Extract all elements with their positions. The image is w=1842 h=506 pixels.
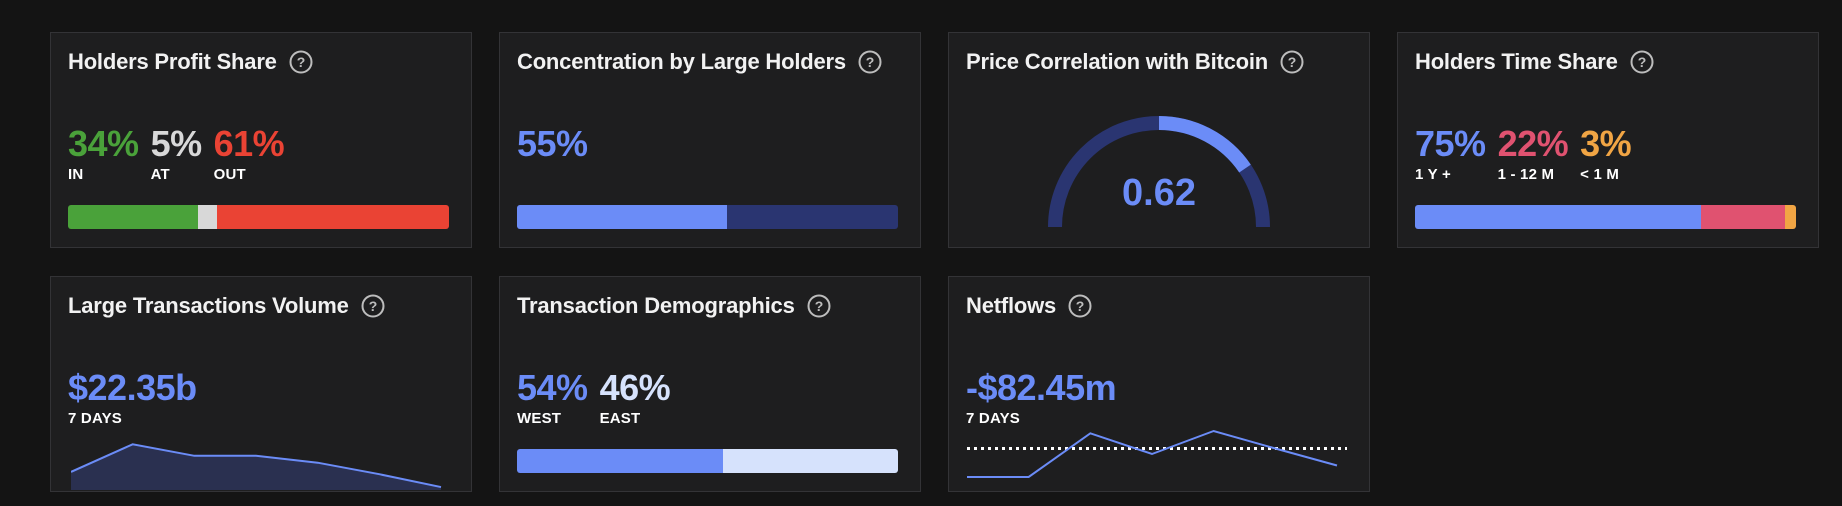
svg-text:?: ? [1637, 54, 1646, 70]
long-term-segment [1415, 205, 1701, 229]
in-value: 34% [68, 123, 139, 164]
in-segment [68, 205, 198, 229]
svg-text:?: ? [814, 298, 823, 314]
short-term-segment [1784, 205, 1796, 229]
holders-profit-share-card: Holders Profit Share ? 34% IN 5% AT 61% … [50, 32, 472, 248]
help-icon[interactable]: ? [361, 294, 385, 318]
volume-sparkline [71, 443, 442, 490]
short-term-metric: 3% < 1 M [1580, 123, 1632, 183]
east-segment [722, 449, 898, 473]
help-icon[interactable]: ? [858, 50, 882, 74]
correlation-value: 0.62 [1122, 172, 1196, 214]
time-share-bar [1415, 205, 1796, 229]
price-correlation-card: Price Correlation with Bitcoin ? 0.62 [948, 32, 1370, 248]
sparkline-line [967, 429, 1338, 478]
short-term-value: 3% [1580, 123, 1632, 164]
sparkline-area [71, 444, 441, 490]
card-title: Holders Profit Share [68, 49, 277, 74]
netflows-sparkline [967, 429, 1347, 478]
in-label: IN [68, 166, 84, 183]
east-value: 46% [599, 367, 671, 408]
mid-term-label: 1 - 12 M [1497, 166, 1555, 183]
out-segment [216, 205, 449, 229]
at-value: 5% [150, 123, 203, 164]
holders-time-share-card: Holders Time Share ? 75% 1 Y + 22% 1 - 1… [1397, 32, 1819, 248]
west-value: 54% [517, 367, 588, 408]
long-term-label: 1 Y + [1415, 166, 1451, 183]
card-title: Holders Time Share [1415, 49, 1618, 74]
card-title: Transaction Demographics [517, 293, 795, 318]
short-term-label: < 1 M [1580, 166, 1620, 183]
concentration-fill [517, 205, 727, 229]
west-label: WEST [517, 410, 562, 427]
svg-text:?: ? [1076, 298, 1085, 314]
help-icon[interactable]: ? [1630, 50, 1654, 74]
correlation-gauge: 0.62 [1048, 116, 1270, 228]
netflows-value: -$82.45m [966, 367, 1117, 408]
help-icon[interactable]: ? [807, 294, 831, 318]
mid-term-metric: 22% 1 - 12 M [1498, 123, 1569, 183]
volume-value: $22.35b [68, 367, 197, 408]
gauge-fill [1158, 116, 1251, 173]
concentration-card: Concentration by Large Holders ? 55% [499, 32, 921, 248]
demographics-bar [517, 449, 898, 473]
help-icon[interactable]: ? [1068, 294, 1092, 318]
east-label: EAST [599, 410, 641, 427]
sparkline-line [71, 443, 442, 489]
long-term-value: 75% [1415, 123, 1486, 164]
svg-text:?: ? [1288, 54, 1297, 70]
volume-period: 7 DAYS [68, 410, 123, 427]
at-segment [197, 205, 217, 229]
svg-text:?: ? [866, 54, 875, 70]
at-label: AT [150, 166, 170, 183]
card-title: Large Transactions Volume [68, 293, 349, 318]
at-metric: 5% AT [150, 123, 203, 183]
card-title: Price Correlation with Bitcoin [966, 49, 1269, 74]
mid-term-value: 22% [1497, 123, 1569, 164]
concentration-bar [517, 205, 898, 229]
east-metric: 46% EAST [600, 367, 671, 427]
out-metric: 61% OUT [214, 123, 285, 183]
large-transactions-card: Large Transactions Volume ? $22.35b 7 DA… [50, 276, 472, 492]
help-icon[interactable]: ? [289, 50, 313, 74]
netflows-card: Netflows ? -$82.45m 7 DAYS [948, 276, 1370, 492]
mid-term-segment [1700, 205, 1785, 229]
card-title: Concentration by Large Holders [517, 49, 846, 74]
concentration-value: 55% [517, 123, 588, 164]
profit-share-bar [68, 205, 449, 229]
long-term-metric: 75% 1 Y + [1415, 123, 1486, 183]
help-icon[interactable]: ? [1280, 50, 1304, 74]
transaction-demographics-card: Transaction Demographics ? 54% WEST 46% … [499, 276, 921, 492]
west-segment [517, 449, 723, 473]
netflows-period: 7 DAYS [966, 410, 1021, 427]
in-metric: 34% IN [68, 123, 139, 183]
out-value: 61% [213, 123, 285, 164]
svg-text:?: ? [296, 54, 305, 70]
card-title: Netflows [966, 293, 1057, 318]
out-label: OUT [213, 166, 246, 183]
west-metric: 54% WEST [517, 367, 588, 427]
svg-text:?: ? [368, 298, 377, 314]
